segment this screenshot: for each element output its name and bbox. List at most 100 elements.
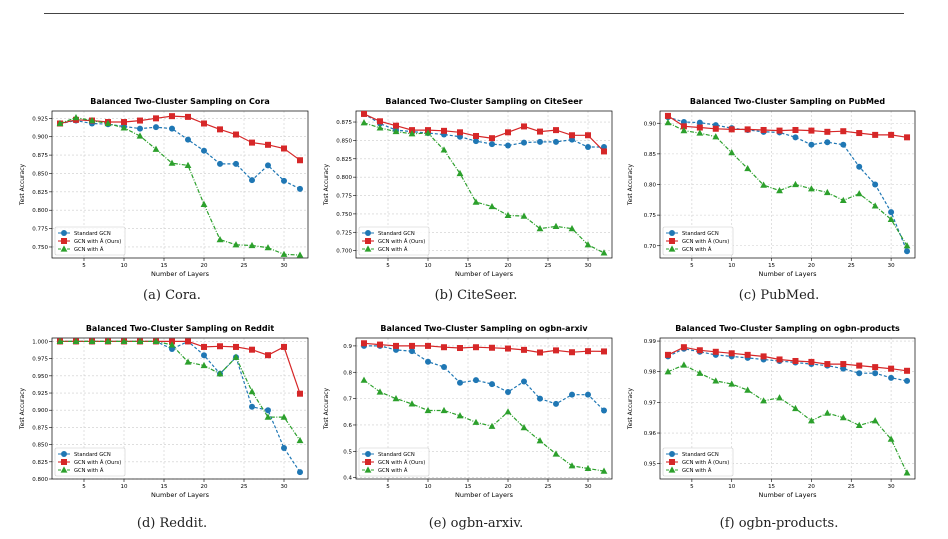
data-point-standard — [457, 379, 463, 386]
data-point-ours — [537, 349, 543, 356]
series-line-standard — [59, 119, 301, 190]
data-point-ahat — [136, 337, 144, 345]
y-axis-label: Test Accuracy — [323, 387, 330, 430]
data-point-standard — [553, 138, 559, 145]
caption-ogbn-products: (f) ogbn-products. — [719, 516, 839, 531]
x-tick-label: 30 — [281, 263, 288, 269]
data-point-ahat — [760, 397, 767, 404]
data-point-standard — [840, 141, 847, 148]
legend-label-ahat: GCN with Ã — [682, 246, 712, 253]
data-point-standard — [888, 374, 895, 381]
data-point-ours — [744, 351, 751, 358]
data-point-ours — [121, 119, 127, 126]
legend-label-ours: GCN with Â (Ours) — [378, 459, 425, 466]
data-point-ahat — [104, 119, 112, 127]
series-line-standard — [667, 116, 908, 252]
legend-box — [54, 447, 126, 477]
data-point-ahat — [712, 133, 720, 140]
data-point-ahat — [216, 370, 224, 377]
x-tick-label: 10 — [728, 263, 735, 269]
data-point-ahat — [456, 169, 464, 177]
y-tick-label: 0.90 — [644, 121, 657, 127]
series-line-standard — [364, 345, 605, 411]
data-point-ahat — [568, 225, 576, 232]
y-tick-label: 0.70 — [644, 244, 657, 250]
y-tick-label: 0.750 — [336, 212, 352, 218]
data-point-ahat — [200, 200, 208, 207]
legend-marker-standard — [669, 230, 675, 236]
data-point-standard — [265, 162, 271, 169]
data-point-ours — [553, 127, 559, 134]
series-line-ours — [363, 113, 605, 152]
data-point-ours — [872, 131, 879, 138]
data-point-ours — [361, 340, 367, 347]
x-tick-label: 30 — [888, 263, 895, 269]
data-point-ours — [856, 362, 863, 369]
data-point-ours — [776, 127, 783, 134]
data-point-ours — [601, 348, 607, 355]
data-point-ours — [361, 110, 367, 117]
x-tick-label: 15 — [161, 484, 168, 490]
data-point-standard — [792, 134, 799, 141]
legend-label-standard: Standard GCN — [74, 452, 111, 458]
data-point-ahat — [216, 236, 224, 243]
data-point-ours — [505, 345, 511, 352]
y-tick-label: 0.825 — [32, 190, 48, 196]
x-tick-label: 10 — [121, 484, 128, 490]
y-axis-label: Test Accuracy — [323, 163, 330, 206]
data-point-ahat — [264, 413, 272, 420]
data-point-ours — [585, 348, 591, 355]
series-line-ours — [60, 340, 301, 394]
y-tick-label: 1.000 — [32, 339, 48, 345]
data-point-ours — [473, 132, 479, 139]
x-tick-label: 10 — [728, 484, 735, 490]
data-point-ahat — [903, 469, 911, 476]
data-point-ahat — [568, 462, 576, 469]
legend-marker-ahat — [60, 466, 68, 473]
data-point-ahat — [600, 467, 608, 474]
data-point-ours — [265, 352, 271, 359]
legend-marker-ahat — [364, 245, 372, 252]
legend-marker-ours — [365, 459, 371, 465]
legend-marker-standard — [365, 451, 371, 457]
legend-label-standard: Standard GCN — [682, 231, 719, 237]
data-point-ahat — [552, 450, 560, 457]
y-tick-label: 0.800 — [32, 208, 48, 214]
data-point-ahat — [88, 116, 96, 124]
x-tick-label: 10 — [121, 263, 128, 269]
data-point-standard — [505, 142, 511, 149]
data-point-ours — [441, 127, 447, 134]
data-point-ours — [409, 127, 415, 134]
data-point-ahat — [72, 114, 80, 121]
x-tick-label: 25 — [241, 263, 248, 269]
y-tick-label: 0.700 — [336, 249, 352, 255]
data-point-ours — [473, 344, 479, 351]
chart-title: Balanced Two-Cluster Sampling on PubMed — [690, 97, 885, 106]
x-axis-label: Number of Layers — [758, 491, 817, 499]
data-point-ours — [824, 361, 831, 368]
x-tick-label: 5 — [82, 484, 86, 490]
data-point-ours — [664, 351, 671, 358]
series-line-ahat — [667, 364, 908, 474]
data-point-ours — [489, 344, 495, 351]
data-point-ours — [169, 113, 175, 120]
data-point-ahat — [871, 417, 879, 424]
data-point-standard — [201, 147, 207, 154]
chart-title: Balanced Two-Cluster Sampling on Reddit — [86, 324, 275, 333]
data-point-ours — [569, 132, 575, 139]
data-point-ahat — [392, 395, 400, 402]
caption-pubmed: (c) PubMed. — [738, 288, 820, 303]
data-point-ahat — [680, 361, 688, 368]
data-point-ours — [185, 113, 191, 120]
data-point-ahat — [392, 127, 400, 135]
y-axis-label: Test Accuracy — [19, 163, 26, 206]
data-point-ahat — [600, 249, 608, 256]
data-point-ours — [217, 343, 223, 350]
legend-label-ahat: GCN with Ã — [378, 246, 408, 253]
x-tick-label: 5 — [386, 484, 390, 490]
data-point-standard — [217, 160, 223, 167]
